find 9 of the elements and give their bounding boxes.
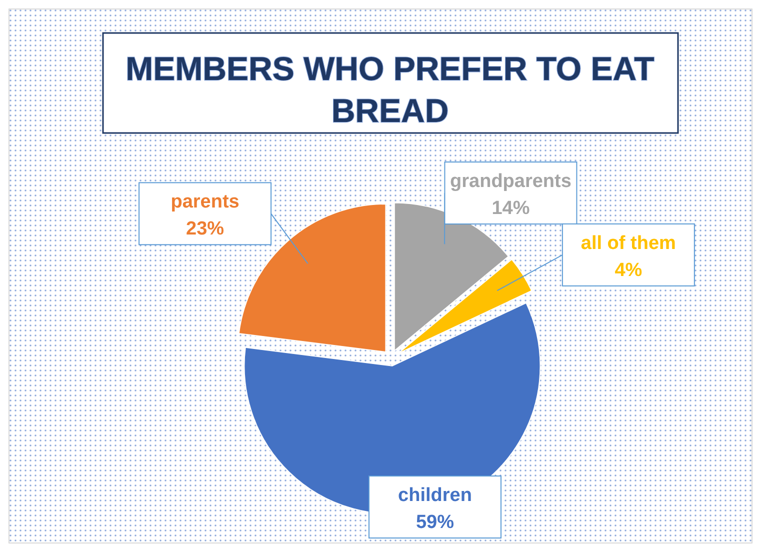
slice-label: parents	[170, 192, 240, 213]
data-label: 14%	[492, 198, 530, 219]
data-label: 23%	[186, 218, 224, 240]
data-label: 4%	[614, 260, 642, 281]
slice-label: children	[398, 485, 472, 506]
data-label: 59%	[416, 512, 454, 533]
slice-label: grandparents	[450, 171, 572, 192]
chart-title: MEMBERS WHO PREFER TO EAT BREAD	[126, 50, 654, 129]
slice-label: all of them	[580, 232, 676, 254]
